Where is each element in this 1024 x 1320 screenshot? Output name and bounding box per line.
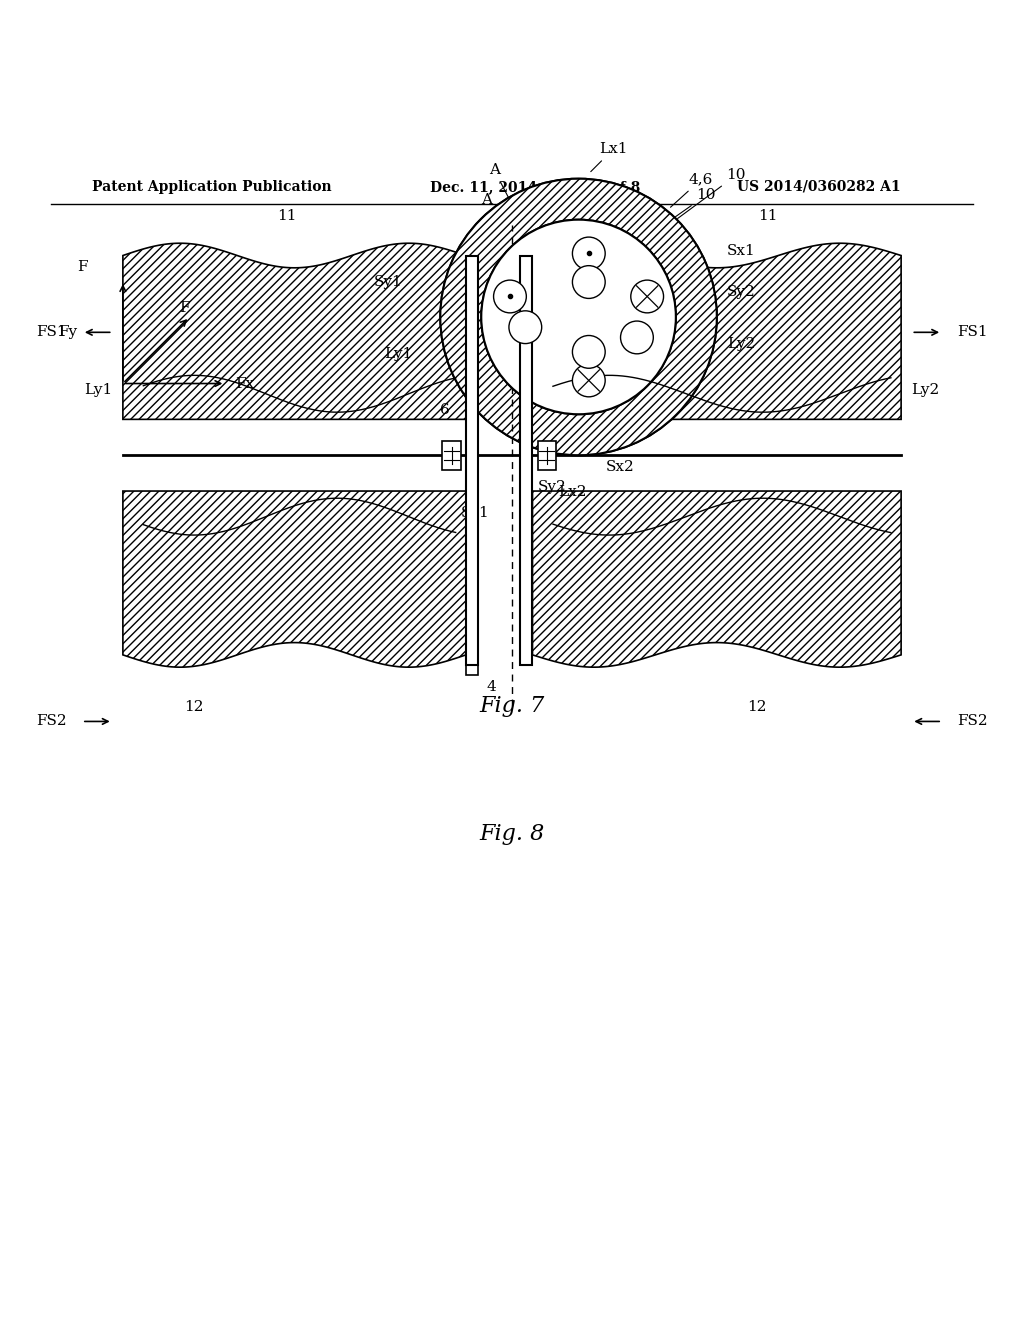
Text: 10: 10 (637, 189, 716, 244)
Circle shape (494, 280, 526, 313)
Circle shape (572, 238, 605, 269)
Text: 4: 4 (486, 239, 497, 253)
Text: FS2: FS2 (957, 714, 988, 729)
Text: A: A (488, 162, 508, 197)
Text: F: F (179, 301, 189, 315)
Text: 10: 10 (678, 168, 746, 219)
Text: Patent Application Publication: Patent Application Publication (92, 180, 332, 194)
Circle shape (621, 321, 653, 354)
Text: Fx: Fx (236, 376, 255, 391)
Text: 12: 12 (184, 700, 204, 714)
Bar (466, 256, 478, 676)
Text: 11: 11 (758, 209, 778, 223)
Polygon shape (123, 491, 466, 667)
Circle shape (631, 280, 664, 313)
Circle shape (572, 364, 605, 397)
Text: Sx1: Sx1 (727, 244, 756, 257)
Polygon shape (532, 491, 901, 667)
Polygon shape (123, 243, 466, 420)
Text: Ly2: Ly2 (727, 337, 756, 351)
Text: 4,6: 4,6 (671, 173, 714, 207)
Text: Dec. 11, 2014  Sheet 3 of 8: Dec. 11, 2014 Sheet 3 of 8 (430, 180, 640, 194)
Text: Sx1: Sx1 (538, 418, 566, 433)
Text: Sy1: Sy1 (461, 506, 489, 520)
Text: 4: 4 (486, 680, 497, 694)
FancyBboxPatch shape (538, 441, 556, 470)
Text: Ly2: Ly2 (911, 383, 940, 397)
Text: Fig. 8: Fig. 8 (479, 824, 545, 845)
Text: Sy2: Sy2 (538, 480, 566, 494)
Circle shape (572, 265, 605, 298)
Text: 6: 6 (440, 403, 451, 417)
Text: Sy1: Sy1 (374, 276, 402, 289)
Text: A: A (481, 193, 511, 238)
Text: FS2: FS2 (36, 714, 67, 729)
Circle shape (440, 178, 717, 455)
Text: US 2014/0360282 A1: US 2014/0360282 A1 (737, 180, 901, 194)
Polygon shape (532, 243, 901, 420)
Circle shape (481, 219, 676, 414)
Text: Sx2: Sx2 (606, 459, 635, 474)
Text: 12: 12 (748, 700, 767, 714)
Text: Fig. 7: Fig. 7 (479, 696, 545, 717)
Text: Sy2: Sy2 (727, 285, 756, 300)
Text: Lx1: Lx1 (510, 403, 539, 417)
Text: FS1: FS1 (36, 325, 67, 339)
Circle shape (509, 310, 542, 343)
Bar (520, 256, 532, 665)
Text: FS1: FS1 (957, 325, 988, 339)
Text: Ly1: Ly1 (384, 347, 413, 360)
Text: Fy: Fy (57, 325, 77, 339)
Text: Ly1: Ly1 (84, 383, 113, 397)
Wedge shape (440, 178, 717, 455)
Text: F: F (77, 260, 87, 273)
Text: 11: 11 (276, 209, 297, 223)
FancyBboxPatch shape (442, 441, 461, 470)
Text: Lx1: Lx1 (591, 143, 628, 172)
Bar (466, 256, 478, 665)
Circle shape (572, 335, 605, 368)
Text: Lx2: Lx2 (558, 486, 587, 499)
